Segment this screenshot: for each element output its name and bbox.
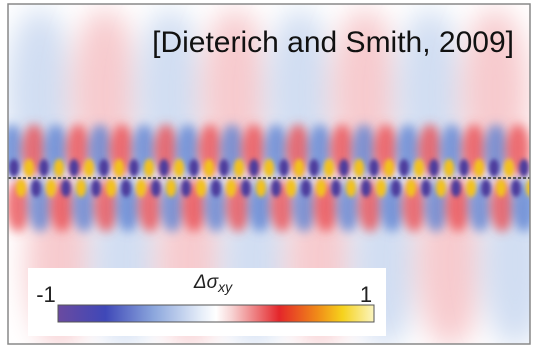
core-lobe (166, 179, 176, 197)
core-lobe (406, 179, 416, 197)
core-lobe (196, 179, 206, 197)
colorbar-max: 1 (360, 282, 372, 307)
core-lobe (459, 159, 469, 177)
core-lobe (294, 159, 304, 177)
core-lobe (256, 179, 266, 197)
core-lobe (339, 159, 349, 177)
core-lobe (361, 179, 371, 197)
core-lobe (106, 179, 116, 197)
core-lobe (91, 179, 101, 197)
core-lobe (24, 159, 34, 177)
core-lobe (249, 159, 259, 177)
near-lobe (160, 180, 184, 232)
core-lobe (61, 179, 71, 197)
colorbar-legend: Δσxy -1 1 (28, 268, 386, 336)
core-lobe (496, 179, 506, 197)
near-lobe (204, 180, 228, 232)
core-lobe (301, 179, 311, 197)
core-lobe (316, 179, 326, 197)
core-lobe (46, 179, 56, 197)
colorbar-box (28, 268, 386, 336)
core-lobe (331, 179, 341, 197)
colorbar (57, 304, 375, 323)
core-lobe (399, 159, 409, 177)
near-lobe (248, 180, 272, 232)
core-lobe (211, 179, 221, 197)
core-lobe (84, 159, 94, 177)
core-lobe (99, 159, 109, 177)
core-lobe (436, 179, 446, 197)
core-lobe (144, 159, 154, 177)
core-lobe (129, 159, 139, 177)
core-lobe (31, 179, 41, 197)
core-lobe (114, 159, 124, 177)
core-lobe (219, 159, 229, 177)
core-lobe (241, 179, 251, 197)
core-lobe (346, 179, 356, 197)
core-lobe (136, 179, 146, 197)
colorbar-label-subscript: xy (217, 279, 233, 295)
core-lobe (511, 179, 521, 197)
core-lobe (354, 159, 364, 177)
core-lobe (286, 179, 296, 197)
core-lobe (309, 159, 319, 177)
near-lobe (286, 124, 310, 176)
core-lobe (151, 179, 161, 197)
core-lobe (324, 159, 334, 177)
core-lobe (451, 179, 461, 197)
core-lobe (474, 159, 484, 177)
core-lobe (16, 179, 26, 197)
core-lobe (69, 159, 79, 177)
near-lobe (198, 124, 222, 176)
core-lobe (489, 159, 499, 177)
core-lobe (181, 179, 191, 197)
core-lobe (76, 179, 86, 197)
core-lobe (189, 159, 199, 177)
core-lobe (279, 159, 289, 177)
core-lobe (159, 159, 169, 177)
core-lobe (204, 159, 214, 177)
core-lobe (519, 159, 529, 177)
core-lobe (234, 159, 244, 177)
core-lobe (39, 159, 49, 177)
core-lobe (504, 159, 514, 177)
near-lobe (490, 180, 514, 232)
core-lobe (414, 159, 424, 177)
core-lobe (174, 159, 184, 177)
core-lobe (429, 159, 439, 177)
core-lobe (226, 179, 236, 197)
core-lobe (264, 159, 274, 177)
core-lobe (466, 179, 476, 197)
near-lobe (242, 124, 266, 176)
core-lobe (376, 179, 386, 197)
core-lobe (271, 179, 281, 197)
colorbar-min: -1 (36, 282, 56, 307)
core-lobe (481, 179, 491, 197)
citation: [Dieterich and Smith, 2009] (152, 26, 514, 59)
core-lobe (391, 179, 401, 197)
image-frame (7, 3, 531, 345)
core-lobe (369, 159, 379, 177)
core-lobe (384, 159, 394, 177)
core-lobe (54, 159, 64, 177)
colorbar-label-main: Δσ (193, 272, 220, 293)
core-lobe (9, 159, 19, 177)
core-lobe (121, 179, 131, 197)
core-lobe (526, 179, 530, 197)
colorbar-label: Δσxy (193, 272, 233, 295)
core-lobe (444, 159, 454, 177)
core-lobe (421, 179, 431, 197)
